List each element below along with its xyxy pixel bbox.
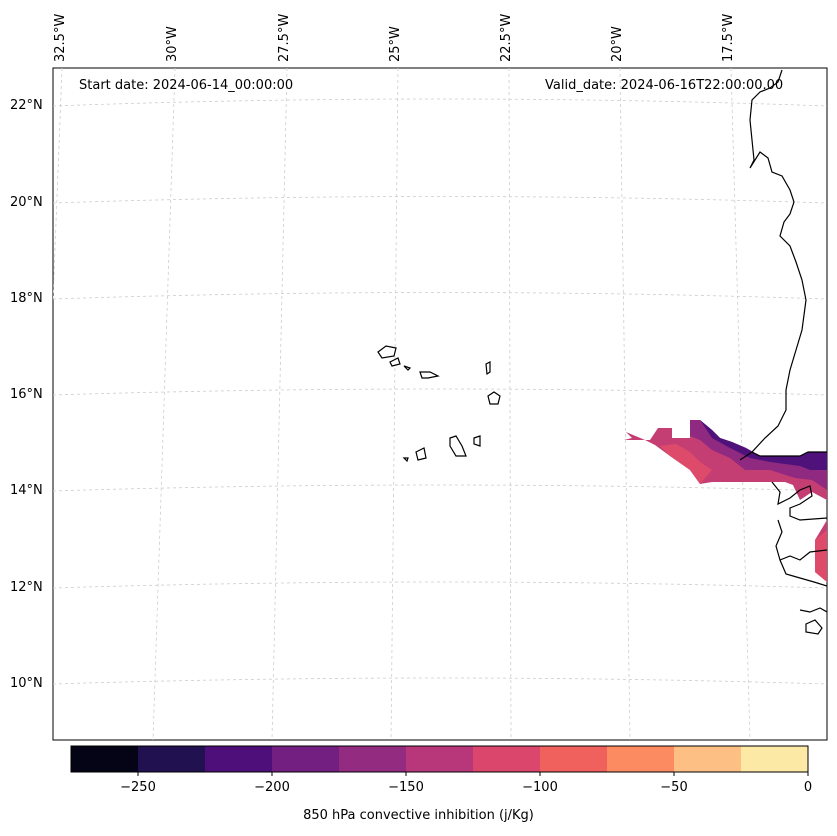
colorbar-tick-minus-50: −50 (660, 780, 688, 795)
lon-label-22-5w: 22.5°W (499, 13, 514, 62)
lon-label-25w: 25°W (388, 26, 403, 62)
latitude-gridlines (53, 98, 827, 685)
colorbar-segment (607, 746, 675, 772)
colorbar-segment (741, 746, 809, 772)
cin-band-mid (690, 420, 827, 490)
cin-field (624, 420, 827, 582)
map-frame (52, 67, 828, 741)
colorbar-segment (138, 746, 206, 772)
start-date-label: Start date: 2024-06-14_00:00:00 (79, 78, 294, 93)
colorbar-caption: 850 hPa convective inhibition (j/Kg) (303, 808, 534, 823)
coastline (739, 69, 827, 635)
colorbar-tick-minus-250: −250 (120, 780, 156, 795)
cin-band-strong (700, 420, 827, 470)
lat-label-12n: 12°N (10, 580, 43, 595)
colorbar-segment (473, 746, 541, 772)
colorbar-ticks: −250 −200 −150 −100 −50 0 (0, 780, 837, 800)
colorbar-segment (272, 746, 340, 772)
lat-label-20n: 20°N (10, 195, 43, 210)
colorbar-segment (406, 746, 474, 772)
lat-label-22n: 22°N (10, 98, 43, 113)
longitude-gridlines (53, 68, 751, 740)
colorbar-tick-minus-100: −100 (522, 780, 558, 795)
colorbar-segment (674, 746, 742, 772)
colorbar-segment (205, 746, 273, 772)
lon-label-30w: 30°W (165, 26, 180, 62)
valid-date-label: Valid_date: 2024-06-16T22:00:00.00 (545, 78, 784, 93)
lat-label-10n: 10°N (10, 676, 43, 691)
lat-label-16n: 16°N (10, 387, 43, 402)
lon-label-27-5w: 27.5°W (277, 13, 292, 62)
colorbar-segment (540, 746, 608, 772)
lon-label-32-5w: 32.5°W (53, 13, 68, 62)
colorbar-tick-minus-150: −150 (388, 780, 424, 795)
colorbar-segment (339, 746, 407, 772)
cin-band-south (815, 530, 827, 582)
colorbar (70, 745, 809, 776)
lat-label-14n: 14°N (10, 483, 43, 498)
lon-label-17-5w: 17.5°W (721, 13, 736, 62)
lon-label-20w: 20°W (610, 26, 625, 62)
lat-label-18n: 18°N (10, 291, 43, 306)
cin-band-weak (660, 444, 712, 484)
colorbar-tick-0: 0 (803, 780, 813, 795)
colorbar-border (70, 745, 809, 773)
colorbar-segment (71, 746, 139, 772)
cape-verde-islands (377, 345, 501, 463)
colorbar-tick-minus-200: −200 (254, 780, 290, 795)
